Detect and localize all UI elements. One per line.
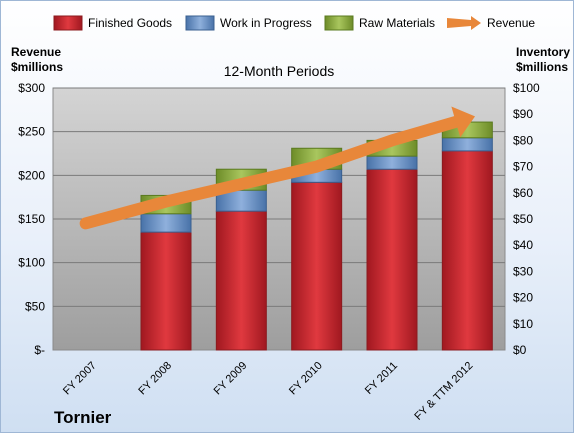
legend-label-revenue: Revenue <box>487 16 535 30</box>
x-tick-label: FY 2009 <box>212 360 250 398</box>
revenue-series <box>79 106 476 230</box>
left-tick-label: $300 <box>18 81 45 95</box>
right-tick-label: $70 <box>513 160 533 174</box>
left-tick-label: $250 <box>18 125 45 139</box>
right-tick-label: $0 <box>513 343 527 357</box>
right-tick-label: $40 <box>513 238 533 252</box>
x-tick-label: FY 2010 <box>287 360 325 398</box>
x-tick-label: FY 2007 <box>61 360 99 398</box>
bar-finished-goods <box>291 181 343 351</box>
legend-swatch-finished-goods <box>53 15 83 31</box>
legend: Finished Goods Work in Progress Raw Mate… <box>53 15 535 31</box>
right-axis-title-line2: $millions <box>516 60 568 74</box>
x-axis-ticks: FY 2007 FY 2008 FY 2009 FY 2010 FY 2011 FY & … <box>61 360 475 423</box>
bar-finished-goods <box>441 150 493 351</box>
right-axis-ticks: $0 $10 $20 $30 $40 $50 $60 $70 $80 $90 $100 <box>513 81 540 357</box>
left-axis-title-line1: Revenue <box>11 45 61 59</box>
right-tick-label: $80 <box>513 133 533 147</box>
bar-finished-goods <box>140 231 192 351</box>
left-tick-label: $- <box>34 343 45 357</box>
left-axis-title-line2: $millions <box>11 60 63 74</box>
legend-label-raw-materials: Raw Materials <box>359 16 435 30</box>
chart-title: 12-Month Periods <box>224 63 335 79</box>
legend-label-finished-goods: Finished Goods <box>88 16 172 30</box>
right-tick-label: $100 <box>513 81 540 95</box>
left-tick-label: $50 <box>25 299 45 313</box>
right-tick-label: $30 <box>513 264 533 278</box>
bar-work-in-progress <box>366 155 418 170</box>
left-tick-label: $150 <box>18 212 45 226</box>
bar-work-in-progress <box>441 137 493 152</box>
bar-finished-goods <box>215 210 267 351</box>
x-tick-label: FY 2011 <box>363 360 400 397</box>
left-tick-label: $100 <box>18 256 45 270</box>
gridlines <box>53 87 505 307</box>
right-tick-label: $60 <box>513 186 533 200</box>
right-tick-label: $20 <box>513 291 533 305</box>
revenue-arrowhead <box>451 106 476 138</box>
legend-swatch-work-in-progress <box>185 15 215 31</box>
right-tick-label: $10 <box>513 317 533 331</box>
legend-swatch-revenue <box>447 16 481 30</box>
revenue-line <box>79 115 462 230</box>
legend-swatch-raw-materials <box>324 15 354 31</box>
left-tick-label: $200 <box>18 168 45 182</box>
bars <box>140 121 493 351</box>
right-tick-label: $90 <box>513 107 533 121</box>
bar-work-in-progress <box>140 213 192 233</box>
left-axis-ticks: $- $50 $100 $150 $200 $250 $300 <box>18 81 45 357</box>
legend-label-work-in-progress: Work in Progress <box>220 16 312 30</box>
right-axis-title-line1: Inventory <box>516 45 570 59</box>
bar-finished-goods <box>366 168 418 351</box>
x-tick-label: FY & TTM 2012 <box>412 360 475 423</box>
company-name: Tornier <box>54 408 112 427</box>
right-tick-label: $50 <box>513 212 533 226</box>
x-tick-label: FY 2008 <box>136 360 174 398</box>
